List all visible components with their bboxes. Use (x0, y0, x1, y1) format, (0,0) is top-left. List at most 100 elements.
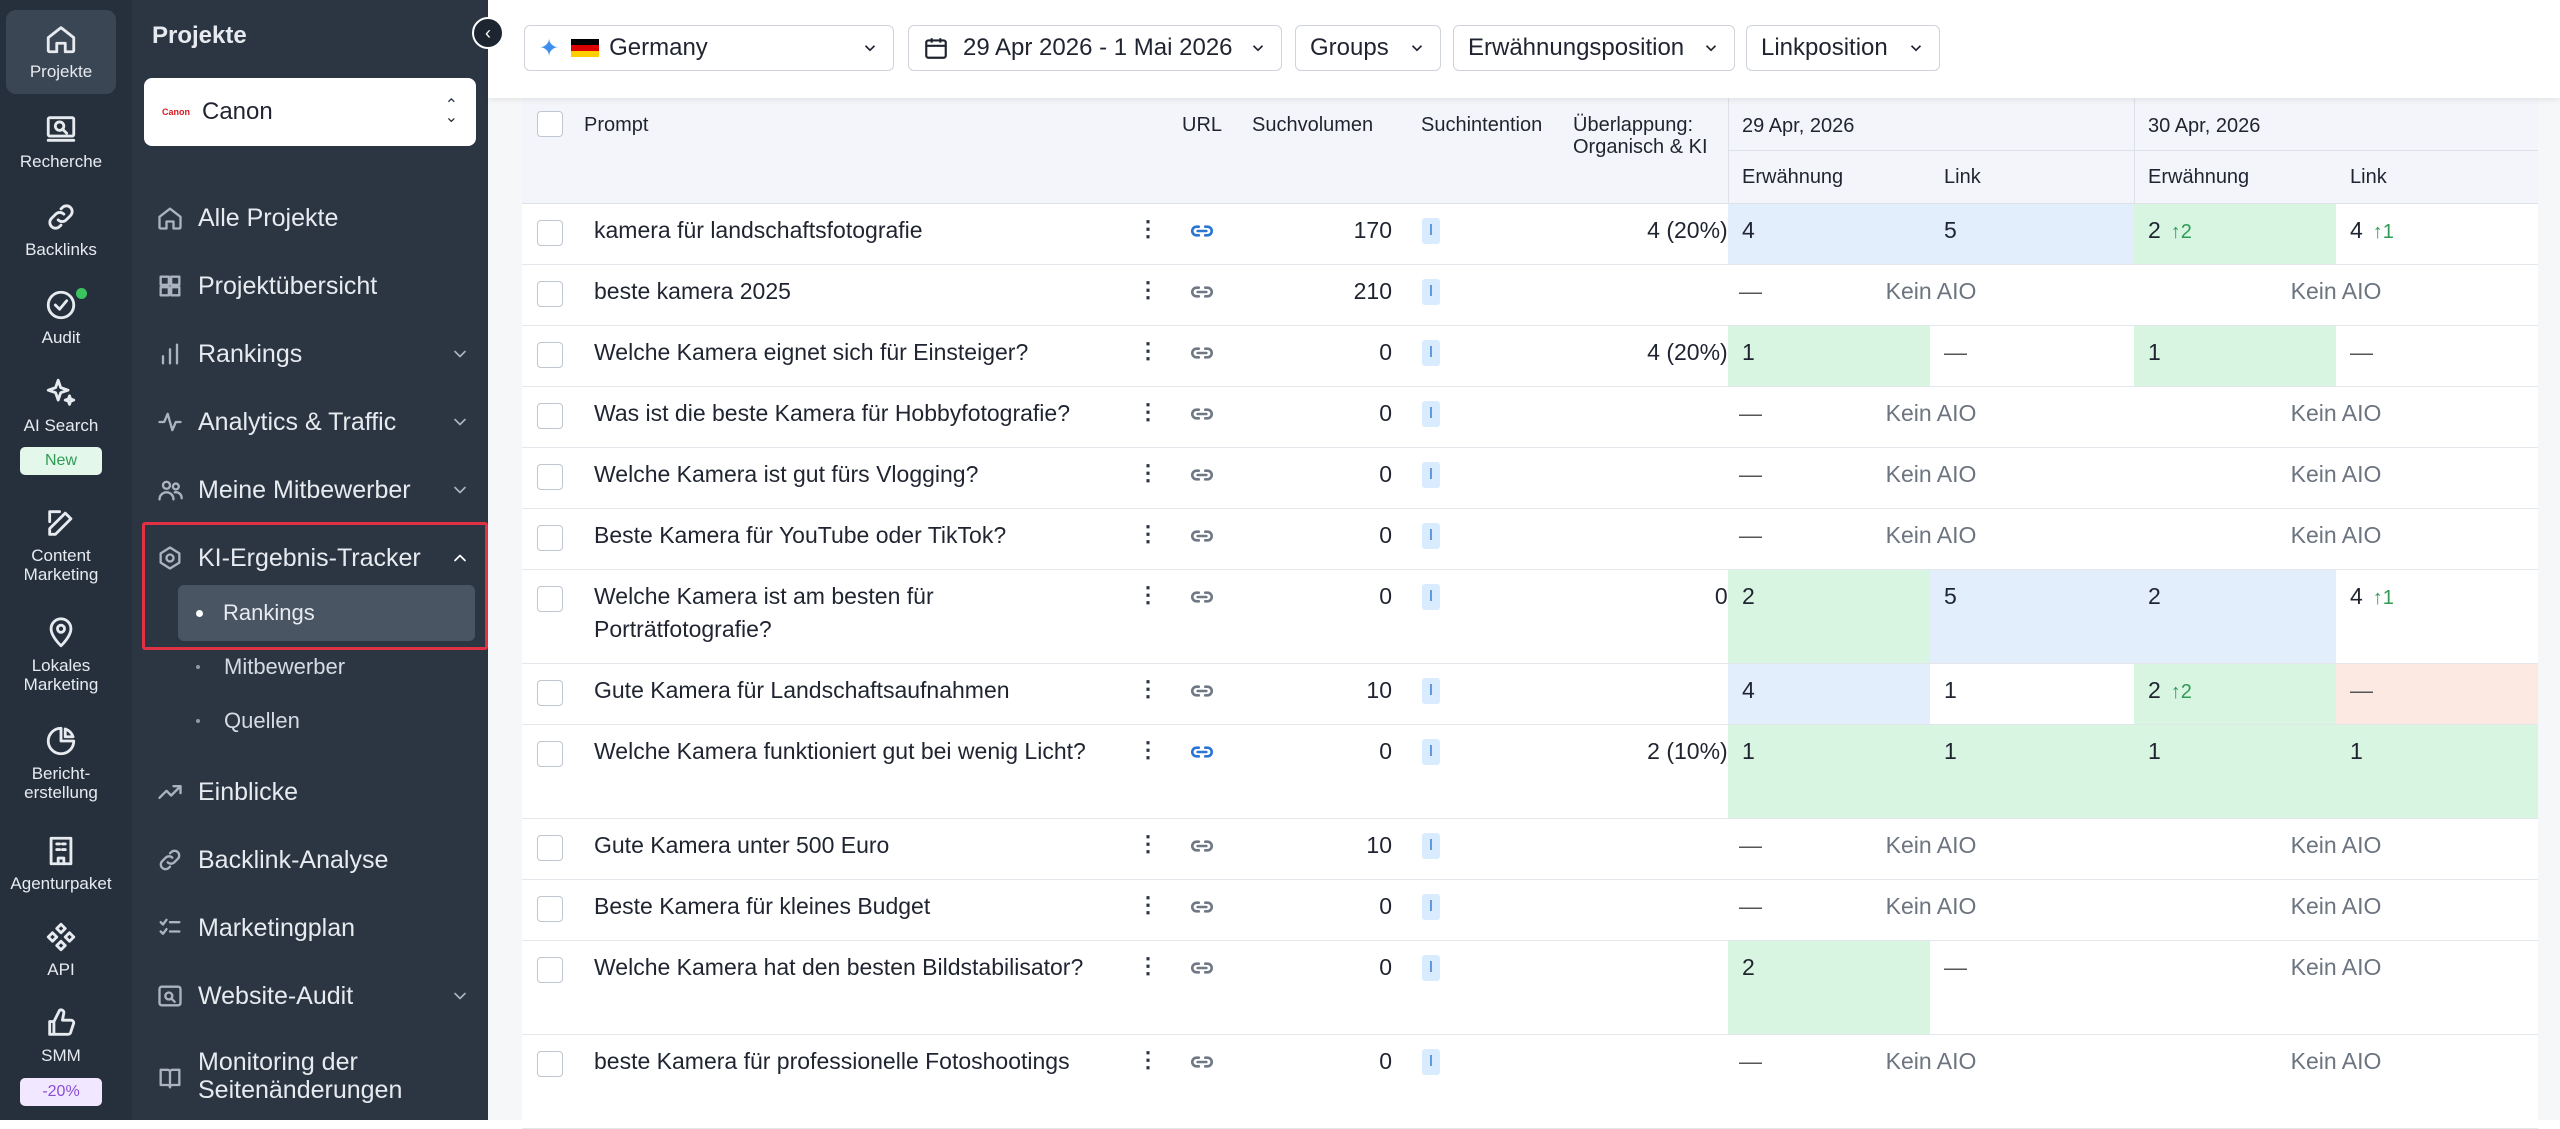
table-row[interactable]: Gute Kamera für Landschaftsaufnahmen ⋮ 10 I… (522, 664, 2538, 725)
sidebar-item-marketingplan[interactable]: Marketingplan (156, 908, 470, 948)
table-row[interactable]: Gute Kamera unter 500 Euro ⋮ 10 I — Kein AIO K… (522, 819, 2538, 880)
table-row[interactable]: Welche Kamera ist am besten für Porträtf… (522, 570, 2538, 664)
table-row[interactable]: Beste Kamera für kleines Budget ⋮ 0 I — Kein … (522, 880, 2538, 941)
row-checkbox[interactable] (537, 281, 563, 307)
sidebar-item-ki-ergebnis-tracker[interactable]: KI-Ergebnis-Tracker (156, 538, 470, 578)
url-link-icon[interactable] (1189, 340, 1215, 366)
row-checkbox[interactable] (537, 680, 563, 706)
date-range-picker[interactable]: 29 Apr 2026 - 1 Mai 2026 (908, 25, 1282, 71)
url-link-icon[interactable] (1189, 833, 1215, 859)
rail-item-berichterstellung[interactable]: Bericht-erstellung (6, 724, 116, 802)
sidebar-item-projektuebersicht[interactable]: Projektübersicht (156, 266, 470, 306)
url-link-icon[interactable] (1189, 218, 1215, 244)
more-options-icon[interactable]: ⋮ (1137, 521, 1159, 546)
url-link-icon[interactable] (1189, 678, 1215, 704)
rail-item-api[interactable]: API (6, 920, 116, 979)
overlap-number: — (1739, 522, 1762, 548)
url-link-icon[interactable] (1189, 1049, 1215, 1075)
sidebar-item-backlink-analyse[interactable]: Backlink-Analyse (156, 840, 470, 880)
col-prompt[interactable]: Prompt (584, 114, 649, 136)
table-row[interactable]: beste Kamera für professionelle Fotoshoo… (522, 1035, 2538, 1129)
more-options-icon[interactable]: ⋮ (1137, 1047, 1159, 1072)
sidebar-item-alle-projekte[interactable]: Alle Projekte (156, 198, 470, 238)
more-options-icon[interactable]: ⋮ (1137, 460, 1159, 485)
rail-item-projekte[interactable]: Projekte (6, 10, 116, 94)
more-options-icon[interactable]: ⋮ (1137, 892, 1159, 917)
rail-item-smm[interactable]: SMM (6, 1006, 116, 1065)
row-checkbox[interactable] (537, 403, 563, 429)
row-checkbox[interactable] (537, 342, 563, 368)
mention-cell: 4 (1728, 204, 1930, 264)
table-row[interactable]: Welche Kamera funktioniert gut bei wenig… (522, 725, 2538, 819)
sub-item-rankings[interactable]: Rankings (178, 585, 475, 641)
table-row[interactable]: Beste Kamera für YouTube oder TikTok? ⋮ 0 I… (522, 509, 2538, 570)
url-link-icon[interactable] (1189, 584, 1215, 610)
table-row[interactable]: Welche Kamera hat den besten Bildstabili… (522, 941, 2538, 1035)
more-options-icon[interactable]: ⋮ (1137, 676, 1159, 701)
col-date2-link[interactable]: Link (2350, 166, 2387, 188)
col-volume[interactable]: Suchvolumen (1252, 114, 1374, 136)
sidebar-item-monitoring[interactable]: Monitoring der Seitenänderungen (156, 1048, 470, 1108)
more-options-icon[interactable]: ⋮ (1137, 953, 1159, 978)
col-overlap[interactable]: Überlappung: Organisch & KI (1573, 114, 1708, 158)
url-link-icon[interactable] (1189, 462, 1215, 488)
collapse-sidebar-button[interactable]: ‹ (472, 17, 504, 49)
row-checkbox[interactable] (537, 464, 563, 490)
chevron-down-icon (1252, 45, 1264, 52)
rail-item-lokales-marketing[interactable]: Lokales Marketing (6, 616, 116, 694)
url-link-icon[interactable] (1189, 401, 1215, 427)
table-row[interactable]: Was ist die beste Kamera für Hobbyfotogr… (522, 387, 2538, 448)
mention-cell: 1 (1728, 326, 1930, 386)
row-checkbox[interactable] (537, 1051, 563, 1077)
more-options-icon[interactable]: ⋮ (1137, 216, 1159, 241)
rail-item-audit[interactable]: Audit (6, 288, 116, 347)
row-checkbox[interactable] (537, 835, 563, 861)
row-checkbox[interactable] (537, 525, 563, 551)
mention-position-filter[interactable]: Erwähnungsposition (1453, 25, 1735, 71)
url-link-icon[interactable] (1189, 894, 1215, 920)
table-row[interactable]: beste kamera 2025 ⋮ 210 I — Kein AIO Kein AIO (522, 265, 2538, 326)
more-options-icon[interactable]: ⋮ (1137, 737, 1159, 762)
url-link-icon[interactable] (1189, 523, 1215, 549)
rail-item-agenturpaket[interactable]: Agenturpaket (6, 834, 116, 893)
groups-filter[interactable]: Groups (1295, 25, 1441, 71)
sub-item-quellen[interactable]: Quellen (196, 705, 300, 737)
sidebar-item-label: Alle Projekte (198, 203, 339, 232)
link-position-filter[interactable]: Linkposition (1746, 25, 1940, 71)
col-date2-mention[interactable]: Erwähnung (2148, 166, 2250, 188)
url-link-icon[interactable] (1189, 739, 1215, 765)
col-date1-link[interactable]: Link (1944, 166, 1981, 188)
sidebar-item-einblicke[interactable]: Einblicke (156, 772, 470, 812)
col-date1-mention[interactable]: Erwähnung (1742, 166, 1844, 188)
sidebar-item-meine-mitbewerber[interactable]: Meine Mitbewerber (156, 470, 470, 510)
table-row[interactable]: Welche Kamera ist gut fürs Vlogging? ⋮ 0 I —… (522, 448, 2538, 509)
table-row[interactable]: kamera für landschaftsfotografie ⋮ 170 I 4 (… (522, 204, 2538, 265)
row-checkbox[interactable] (537, 586, 563, 612)
col-intent[interactable]: Suchintention (1421, 114, 1543, 136)
country-select[interactable]: ✦ Germany (524, 25, 894, 71)
sidebar-item-website-audit[interactable]: Website-Audit (156, 976, 470, 1016)
rail-item-backlinks[interactable]: Backlinks (6, 200, 116, 259)
sub-item-mitbewerber[interactable]: Mitbewerber (196, 651, 345, 683)
sidebar-item-analytics-traffic[interactable]: Analytics & Traffic (156, 402, 470, 442)
more-options-icon[interactable]: ⋮ (1137, 277, 1159, 302)
table-row[interactable]: Welche Kamera eignet sich für Einsteiger… (522, 326, 2538, 387)
url-link-icon[interactable] (1189, 955, 1215, 981)
more-options-icon[interactable]: ⋮ (1137, 582, 1159, 607)
row-checkbox[interactable] (537, 220, 563, 246)
more-options-icon[interactable]: ⋮ (1137, 831, 1159, 856)
rail-item-ai-search[interactable]: AI Search (6, 376, 116, 435)
row-checkbox[interactable] (537, 957, 563, 983)
row-checkbox[interactable] (537, 896, 563, 922)
more-options-icon[interactable]: ⋮ (1137, 338, 1159, 363)
row-checkbox[interactable] (537, 741, 563, 767)
rail-label: API (47, 960, 75, 979)
col-url[interactable]: URL (1182, 114, 1223, 136)
rail-item-recherche[interactable]: Recherche (6, 112, 116, 171)
select-all-checkbox[interactable] (537, 111, 563, 137)
sidebar-item-rankings[interactable]: Rankings (156, 334, 470, 374)
more-options-icon[interactable]: ⋮ (1137, 399, 1159, 424)
url-link-icon[interactable] (1189, 279, 1215, 305)
project-selector[interactable]: Canon Canon ⌃ ⌄ (144, 78, 476, 146)
rail-item-content-marketing[interactable]: Content Marketing (6, 506, 116, 584)
